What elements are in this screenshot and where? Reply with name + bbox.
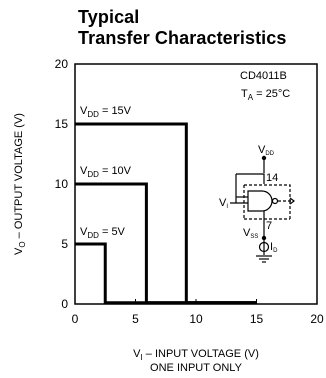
series-line-5v [75,242,257,305]
inset-id-label: ID [270,241,278,254]
series-label-10v: VDD = 10V [80,165,132,179]
title-line-2: Transfer Characteristics [78,28,287,48]
y-tick-label: 0 [61,297,68,311]
x-tick-label: 0 [72,312,79,326]
inset-vi-label: VI [219,197,228,210]
y-tick-label: 15 [55,117,69,131]
inset-vdd-label: VDD [258,144,275,157]
title-line-1: Typical [78,7,140,27]
x-tick-label: 15 [250,312,264,326]
x-tick-label: 20 [310,312,324,326]
x-tick-label: 5 [132,312,139,326]
output-arrow [289,197,295,205]
inset-pin7: 7 [266,220,272,232]
y-axis-label: VO – OUTPUT VOLTAGE (V) [13,113,27,255]
input-tie-wire [236,173,265,184]
x-axis-label-line2: ONE INPUT ONLY [150,362,243,374]
series-group [75,122,257,305]
series-label-5v: VDD = 5V [80,226,126,240]
series-label-15v: VDD = 15V [80,105,132,119]
x-axis-label: VI – INPUT VOLTAGE (V) [133,348,259,362]
y-tick-label: 5 [61,237,68,251]
vdd-node [261,155,267,161]
series-line-15v [75,122,257,305]
device-label: CD4011B [240,70,287,82]
nand-bubble [271,197,279,205]
nand-gate-body [247,190,273,212]
chart-title: Typical Transfer Characteristics [78,7,287,49]
x-tick-label: 10 [189,312,203,326]
y-tick-label: 20 [55,57,69,71]
inset-pin14: 14 [266,172,278,184]
y-tick-label: 10 [55,177,69,191]
nand-gate-circuit [230,155,295,263]
temp-label: TA = 25°C [241,88,290,102]
vss-node [261,235,267,241]
dashed-box-top [244,184,291,201]
inset-vss-label: VSS [243,227,258,240]
current-meter [258,241,270,253]
axis-ticks: 0 5 10 15 20 0 5 10 15 20 [55,57,324,326]
